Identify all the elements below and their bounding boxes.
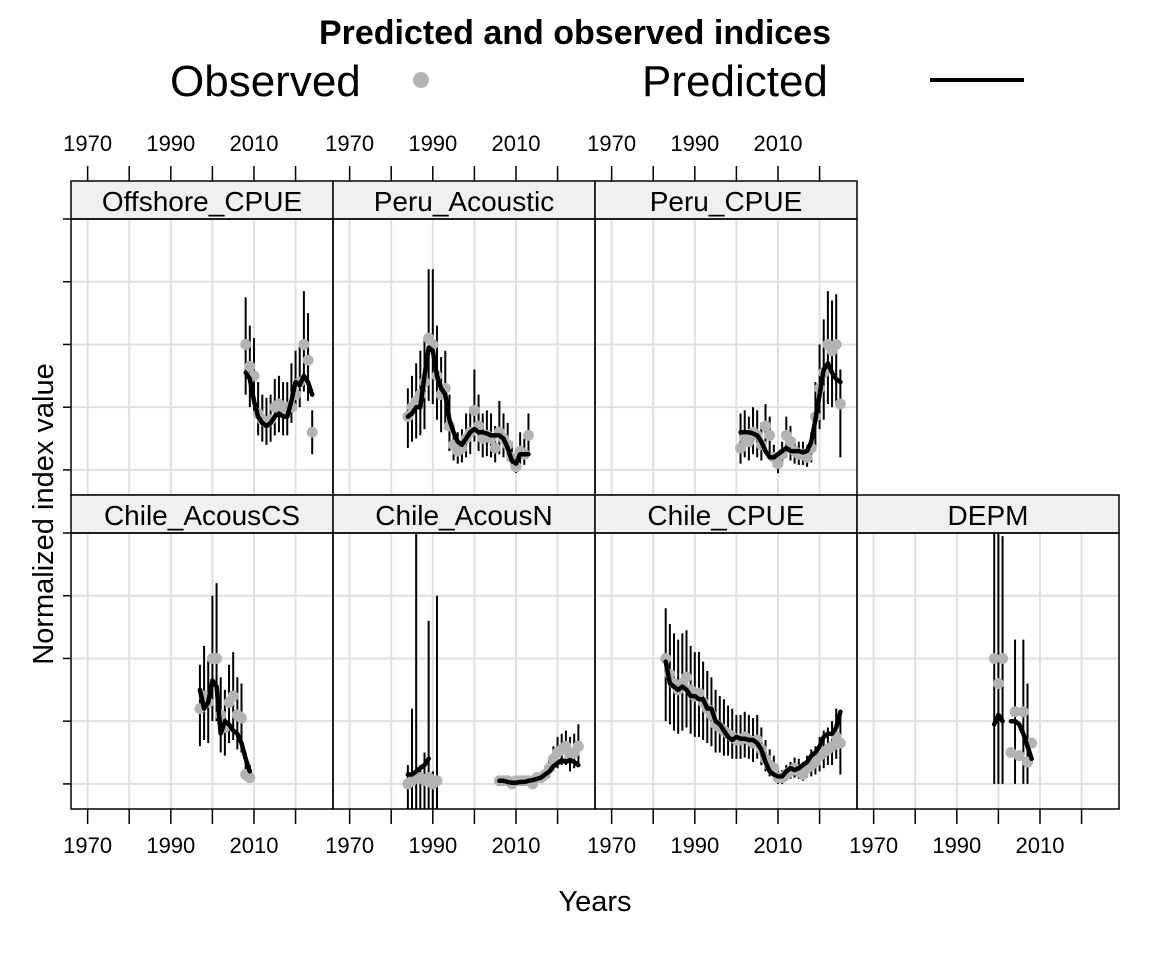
- panel-peru-acoustic: Peru_Acoustic 1970 1990 2010: [325, 131, 596, 496]
- predicted-line: [405, 756, 431, 777]
- observed-point: [244, 772, 256, 784]
- observed-point: [431, 775, 443, 787]
- y-axis-label: Normalized index value: [28, 363, 60, 664]
- observed-point: [560, 740, 572, 752]
- strip-label: Offshore_CPUE: [102, 186, 302, 217]
- observed-point: [1017, 706, 1029, 718]
- panel-border: [594, 532, 858, 810]
- legend-observed-marker: [413, 72, 429, 88]
- x-tick-label: 1990: [408, 131, 457, 156]
- x-tick-label: 1990: [146, 131, 195, 156]
- observed-point: [764, 429, 776, 441]
- strip: [332, 180, 596, 220]
- predicted-line: [738, 361, 843, 460]
- observed-point: [306, 426, 318, 438]
- observed-point: [244, 360, 256, 372]
- strip: [594, 494, 858, 534]
- observed-point: [1009, 706, 1021, 718]
- legend-predicted-label: Predicted: [642, 57, 828, 106]
- observed-point: [298, 338, 310, 350]
- observed-point: [760, 420, 772, 432]
- predicted-line: [663, 659, 843, 779]
- panel-border: [332, 532, 596, 810]
- observed-point: [468, 404, 480, 416]
- observed-point: [826, 740, 838, 752]
- x-tick-label: 2010: [754, 131, 803, 156]
- x-axis-label: Years: [558, 886, 631, 918]
- panel-chile-acousn: Chile_AcousN 1970 1990 2010: [325, 494, 596, 858]
- panel-depm: DEPM 1970 1990 2010: [849, 494, 1120, 858]
- chart-title: Predicted and observed indices: [319, 14, 831, 52]
- panel-border: [70, 532, 334, 810]
- x-tick-label: 1970: [849, 833, 898, 858]
- panel-border: [856, 532, 1120, 810]
- x-tick-label: 1970: [587, 131, 636, 156]
- observed-point: [680, 671, 692, 683]
- strip: [856, 494, 1120, 534]
- observed-point: [489, 442, 501, 454]
- observed-point: [522, 429, 534, 441]
- strip-label: Peru_CPUE: [650, 186, 803, 217]
- observed-point: [997, 652, 1009, 664]
- predicted-line: [197, 678, 253, 774]
- x-tick-label: 1970: [63, 131, 112, 156]
- panels: Offshore_CPUE 1970 1990 2010 Peru_Acoustic 19…: [63, 131, 1120, 858]
- x-tick-label: 2010: [230, 131, 279, 156]
- observed-point: [992, 678, 1004, 690]
- observed-point: [743, 436, 755, 448]
- panel-border: [332, 218, 596, 496]
- x-tick-label: 1970: [325, 131, 374, 156]
- observed-point: [834, 398, 846, 410]
- x-tick-label: 2010: [492, 833, 541, 858]
- x-tick-label: 2010: [492, 131, 541, 156]
- x-tick-label: 1970: [587, 833, 636, 858]
- x-tick-label: 1990: [670, 833, 719, 858]
- strip-label: DEPM: [948, 500, 1029, 531]
- legend: Observed Predicted: [170, 57, 1024, 106]
- observed-point: [236, 712, 248, 724]
- observed-point: [988, 652, 1000, 664]
- strip-label: Chile_AcousN: [375, 500, 552, 531]
- observed-point: [772, 458, 784, 470]
- x-tick-label: 1990: [146, 833, 195, 858]
- observed-point: [240, 338, 252, 350]
- observed-point: [784, 436, 796, 448]
- strip: [70, 180, 334, 220]
- x-tick-label: 1970: [325, 833, 374, 858]
- predicted-line: [243, 370, 315, 429]
- x-tick-label: 1990: [408, 833, 457, 858]
- x-tick-label: 1990: [932, 833, 981, 858]
- panel-border: [594, 218, 858, 496]
- x-tick-label: 1970: [63, 833, 112, 858]
- strip-label: Chile_CPUE: [647, 500, 804, 531]
- predicted-line: [991, 712, 1005, 727]
- observed-point: [660, 652, 672, 664]
- legend-observed-label: Observed: [170, 57, 361, 106]
- panel-offshore-cpue: Offshore_CPUE 1970 1990 2010: [63, 131, 334, 496]
- observed-point: [1013, 750, 1025, 762]
- predicted-line: [497, 757, 581, 785]
- predicted-line: [1008, 718, 1034, 762]
- panel-border: [70, 218, 334, 496]
- observed-point: [801, 451, 813, 463]
- observed-point: [1005, 747, 1017, 759]
- observed-point: [572, 740, 584, 752]
- panel-peru-cpue: Peru_CPUE 1970 1990 2010: [587, 131, 858, 496]
- strip-label: Chile_AcousCS: [104, 500, 300, 531]
- x-tick-label: 2010: [230, 833, 279, 858]
- panel-chile-cpue: Chile_CPUE 1970 1990 2010: [587, 494, 858, 858]
- observed-point: [834, 737, 846, 749]
- observed-point: [830, 338, 842, 350]
- x-tick-label: 1990: [670, 131, 719, 156]
- observed-point: [227, 690, 239, 702]
- observed-point: [211, 652, 223, 664]
- predicted-line: [405, 345, 531, 466]
- observed-point: [735, 442, 747, 454]
- x-tick-label: 2010: [754, 833, 803, 858]
- strip-label: Peru_Acoustic: [374, 186, 555, 217]
- x-tick-label: 2010: [1016, 833, 1065, 858]
- panel-chile-acouscs: Chile_AcousCS 1970 1990 2010: [63, 494, 334, 858]
- observed-point: [302, 354, 314, 366]
